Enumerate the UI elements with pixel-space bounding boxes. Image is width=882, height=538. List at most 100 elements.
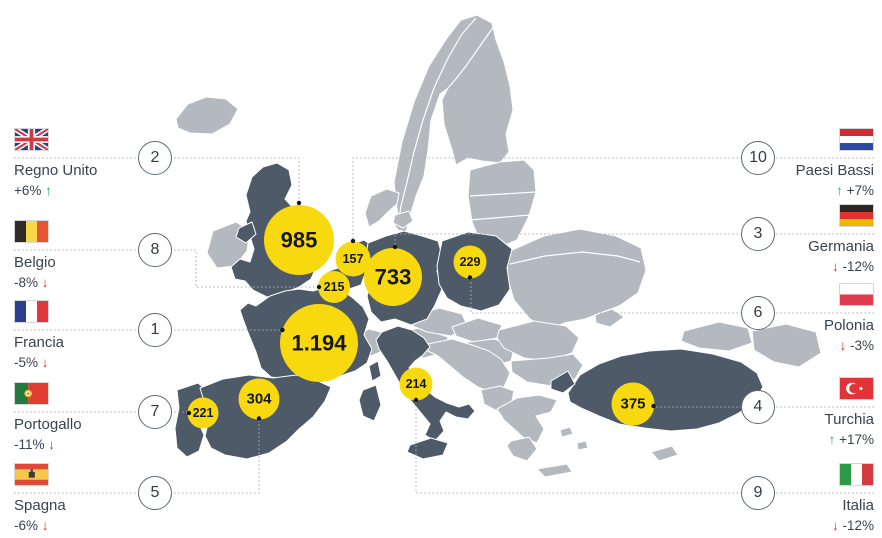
country-shape-denmark-island bbox=[392, 210, 414, 229]
connector-belgio bbox=[14, 249, 317, 288]
country-shape-crete bbox=[536, 463, 573, 478]
trend-up-icon: ↑ bbox=[828, 432, 836, 447]
rank-badge-belgio: 8 bbox=[138, 233, 172, 267]
trend-up-icon: ↑ bbox=[836, 183, 843, 198]
trend-down-icon: ↓ bbox=[41, 275, 49, 290]
change-row: ↓ -3% bbox=[744, 338, 874, 354]
trend-down-icon: ↓ bbox=[831, 259, 839, 274]
change-row: -6% ↓ bbox=[14, 518, 144, 534]
bubble-regno-unito: 985 bbox=[264, 200, 334, 275]
flag-germany-icon bbox=[839, 204, 874, 227]
country-shape-aegean-island-1 bbox=[559, 426, 574, 438]
change-row: -8% ↓ bbox=[14, 275, 144, 291]
country-label: Paesi Bassi bbox=[795, 162, 874, 179]
legend-paesi-bassi: Paesi Bassi ↑ +7% bbox=[744, 128, 874, 199]
change-row: ↑ +17% bbox=[744, 432, 874, 448]
rank-badge-germania: 3 bbox=[741, 217, 775, 251]
country-shape-iceland bbox=[175, 96, 239, 135]
country-shape-baltics bbox=[467, 159, 537, 249]
change-row: +6% ↑ bbox=[14, 183, 144, 199]
change-row: ↓ -12% bbox=[744, 518, 874, 534]
bubble-value-turchia: 375 bbox=[620, 396, 645, 413]
change-value: -3% bbox=[849, 338, 874, 353]
country-shape-aegean-island-2 bbox=[576, 440, 589, 451]
bubble-value-portogallo: 221 bbox=[193, 406, 214, 420]
change-row: -11% ↓ bbox=[14, 437, 144, 453]
rank-badge-francia: 1 bbox=[138, 313, 172, 347]
trend-up-icon: ↑ bbox=[45, 183, 52, 198]
bubble-value-belgio: 215 bbox=[324, 280, 345, 294]
change-value: +17% bbox=[839, 432, 874, 447]
connector-spagna bbox=[14, 421, 260, 494]
trend-down-icon: ↓ bbox=[831, 518, 839, 533]
country-shape-corsica bbox=[368, 360, 382, 382]
border-latvia-lithuania bbox=[469, 214, 531, 221]
bubble-turchia: 375 bbox=[611, 382, 656, 426]
rank-badge-spagna: 5 bbox=[138, 476, 172, 510]
legend-germania: Germania ↓ -12% bbox=[744, 204, 874, 275]
country-shape-peloponnese bbox=[506, 436, 538, 462]
change-row: ↓ -12% bbox=[744, 259, 874, 275]
country-shape-turkey bbox=[567, 348, 764, 432]
change-value: -12% bbox=[842, 518, 874, 533]
border-sweden-finland bbox=[447, 25, 495, 89]
bubble-italia: 214 bbox=[399, 367, 433, 403]
bubble-belgio: 215 bbox=[316, 271, 350, 303]
country-shape-scandinavia bbox=[393, 14, 514, 233]
change-value: -5% bbox=[14, 355, 39, 370]
bubble-germania: 733 bbox=[364, 244, 422, 306]
country-shape-georgia bbox=[680, 321, 753, 352]
bubble-francia: 1.194 bbox=[280, 304, 358, 382]
connector-paesi-bassi bbox=[352, 157, 874, 240]
country-label: Germania bbox=[808, 238, 874, 255]
country-label: Portogallo bbox=[14, 416, 82, 433]
change-row: -5% ↓ bbox=[14, 355, 144, 371]
flag-poland-icon bbox=[839, 283, 874, 306]
bubble-value-regno-unito: 985 bbox=[281, 228, 318, 253]
country-shape-denmark bbox=[364, 188, 400, 228]
trend-down-icon: ↓ bbox=[41, 355, 49, 370]
country-label: Turchia bbox=[824, 411, 874, 428]
flag-italy-icon bbox=[839, 463, 874, 486]
data-bubbles: 985 157 733 215 1.194 bbox=[186, 200, 656, 429]
flag-belgium-icon bbox=[14, 220, 49, 243]
legend-turchia: Turchia ↑ +17% bbox=[744, 377, 874, 448]
flag-netherlands-icon bbox=[839, 128, 874, 151]
flag-turkey-icon bbox=[839, 377, 874, 400]
flag-united-kingdom-icon bbox=[14, 128, 49, 151]
change-value: -12% bbox=[842, 259, 874, 274]
bubble-value-polonia: 229 bbox=[460, 255, 481, 269]
bubble-paesi-bassi: 157 bbox=[335, 238, 371, 277]
trend-down-icon: ↓ bbox=[48, 437, 56, 452]
border-belarus-ukraine bbox=[509, 251, 641, 265]
flag-france-icon bbox=[14, 300, 49, 323]
country-label: Italia bbox=[842, 497, 874, 514]
country-shape-northern-ireland bbox=[235, 221, 257, 244]
connector-regno-unito bbox=[14, 157, 300, 202]
country-shape-sardinia bbox=[358, 384, 382, 422]
country-label: Regno Unito bbox=[14, 162, 98, 179]
legend-portogallo: Portogallo -11% ↓ bbox=[14, 382, 144, 453]
country-shape-turkey-thrace bbox=[550, 370, 576, 394]
change-value: -11% bbox=[14, 437, 45, 452]
country-label: Francia bbox=[14, 334, 65, 351]
legend-belgio: Belgio -8% ↓ bbox=[14, 220, 144, 291]
country-shape-azerbaijan bbox=[751, 323, 822, 368]
change-value: +7% bbox=[846, 183, 874, 198]
rank-badge-paesi-bassi: 10 bbox=[741, 141, 775, 175]
change-row: ↑ +7% bbox=[744, 183, 874, 199]
change-value: +6% bbox=[14, 183, 42, 198]
rank-badge-regno-unito: 2 bbox=[138, 141, 172, 175]
change-value: -8% bbox=[14, 275, 39, 290]
country-label: Polonia bbox=[823, 317, 874, 334]
bubble-polonia: 229 bbox=[453, 245, 487, 280]
legend-polonia: Polonia ↓ -3% bbox=[744, 283, 874, 354]
bubble-spagna: 304 bbox=[238, 378, 280, 421]
rank-badge-portogallo: 7 bbox=[138, 395, 172, 429]
bubble-value-spagna: 304 bbox=[246, 391, 272, 408]
flag-spain-icon bbox=[14, 463, 49, 486]
connector-italia bbox=[415, 401, 874, 494]
bubble-value-italia: 214 bbox=[406, 377, 427, 391]
